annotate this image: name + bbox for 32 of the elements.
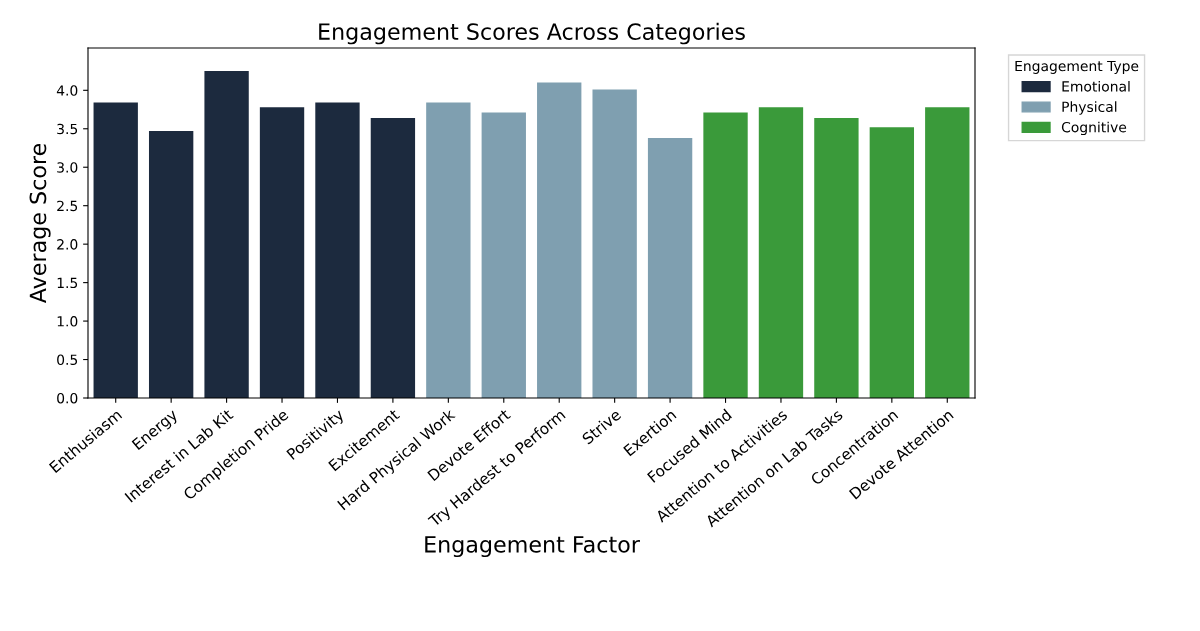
bar	[869, 127, 915, 398]
y-tick-label: 1.0	[57, 316, 78, 327]
y-tick-label: 0.5	[57, 354, 78, 366]
y-tick-label: 2.0	[57, 239, 78, 250]
bar	[758, 107, 804, 398]
y-tick-label: 1.5	[57, 277, 78, 289]
y-tick-label: 0.0	[57, 392, 78, 404]
y-tick-label: 4.0	[56, 85, 78, 96]
bar	[370, 118, 416, 398]
x-axis-title: Engagement Factor	[425, 536, 640, 558]
bar	[925, 107, 970, 398]
chart-title: Engagement Scores Across Categories	[319, 22, 745, 45]
y-axis-title: Average Score	[29, 143, 51, 304]
bar	[647, 138, 693, 398]
bar	[426, 102, 471, 398]
bar	[204, 71, 249, 398]
bar	[259, 107, 305, 398]
bar	[703, 112, 748, 398]
y-tick-label: 2.5	[57, 200, 78, 212]
legend-label: Physical	[1062, 101, 1117, 115]
bar	[315, 102, 360, 398]
legend-label: Cognitive	[1061, 121, 1127, 136]
bar	[814, 118, 859, 398]
legend-title: Engagement Type	[1015, 60, 1139, 74]
bar	[148, 131, 194, 398]
bar	[481, 112, 526, 398]
bar	[93, 102, 138, 398]
bar	[592, 89, 637, 398]
bar	[537, 82, 582, 398]
y-tick-label: 3.5	[57, 123, 78, 135]
y-tick-label: 3.0	[57, 162, 78, 173]
legend-label: Emotional	[1062, 80, 1130, 92]
